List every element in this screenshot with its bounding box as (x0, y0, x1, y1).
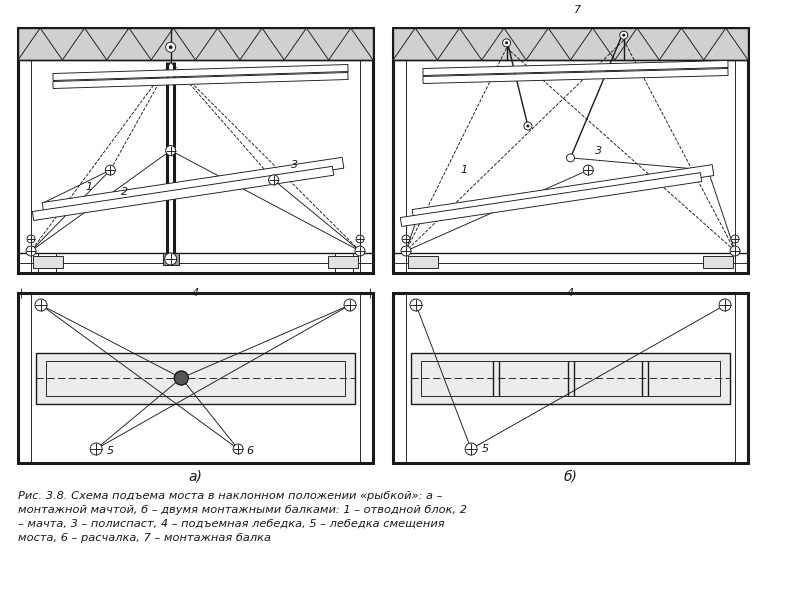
Circle shape (583, 165, 594, 175)
Text: 6: 6 (246, 446, 254, 456)
Circle shape (169, 46, 173, 49)
Circle shape (566, 154, 574, 162)
Circle shape (620, 31, 628, 39)
Circle shape (26, 246, 36, 256)
Text: 4: 4 (192, 288, 199, 298)
Circle shape (166, 42, 176, 52)
Polygon shape (423, 68, 728, 83)
Bar (393, 28, 748, 273)
Circle shape (355, 246, 365, 256)
Bar (411, 352, 730, 403)
Polygon shape (400, 173, 702, 226)
Bar (33, 256, 63, 268)
Text: моста, 6 – расчалка, 7 – монтажная балка: моста, 6 – расчалка, 7 – монтажная балка (18, 533, 271, 543)
Circle shape (526, 124, 530, 128)
Circle shape (165, 253, 177, 265)
Circle shape (233, 444, 243, 454)
Circle shape (502, 39, 510, 47)
Polygon shape (53, 65, 348, 80)
Polygon shape (42, 157, 344, 214)
Bar (18, 293, 373, 463)
Bar (18, 28, 373, 60)
Bar (36, 352, 355, 403)
Text: 7: 7 (574, 5, 581, 15)
Circle shape (410, 299, 422, 311)
Bar (393, 293, 748, 463)
Polygon shape (53, 73, 348, 88)
Bar (408, 256, 438, 268)
Circle shape (344, 299, 356, 311)
Circle shape (731, 235, 739, 243)
Bar (421, 361, 720, 395)
Text: 4: 4 (567, 288, 574, 298)
Polygon shape (423, 61, 728, 76)
Text: 3: 3 (291, 160, 298, 170)
Polygon shape (32, 166, 334, 220)
Circle shape (730, 246, 740, 256)
Circle shape (524, 122, 532, 130)
Text: 2: 2 (121, 187, 128, 197)
Bar (162, 253, 178, 265)
Text: – мачта, 3 – полиспаст, 4 – подъемная лебедка, 5 – лебедка смещения: – мачта, 3 – полиспаст, 4 – подъемная ле… (18, 519, 445, 529)
Circle shape (402, 235, 410, 243)
Text: монтажной мачтой, б – двумя монтажными балками: 1 – отводной блок, 2: монтажной мачтой, б – двумя монтажными б… (18, 505, 467, 515)
Circle shape (166, 145, 176, 155)
Text: 5: 5 (106, 446, 114, 456)
Text: 3: 3 (595, 145, 602, 155)
Circle shape (356, 235, 364, 243)
Circle shape (174, 371, 188, 385)
Circle shape (106, 165, 115, 175)
Text: б): б) (563, 470, 578, 484)
Text: 1: 1 (86, 182, 93, 192)
Bar (46, 361, 345, 395)
Circle shape (90, 443, 102, 455)
Text: Рис. 3.8. Схема подъема моста в наклонном положении «рыбкой»: а –: Рис. 3.8. Схема подъема моста в наклонно… (18, 491, 442, 501)
Circle shape (35, 299, 47, 311)
Circle shape (505, 41, 508, 44)
Text: 5: 5 (482, 444, 489, 454)
Bar (703, 256, 733, 268)
Circle shape (719, 299, 731, 311)
Bar (393, 28, 748, 60)
Circle shape (269, 175, 278, 185)
Bar (328, 256, 358, 268)
Text: 1: 1 (461, 165, 467, 175)
Circle shape (27, 235, 35, 243)
Polygon shape (412, 164, 714, 220)
Bar (18, 28, 373, 273)
Circle shape (465, 443, 477, 455)
Text: а): а) (189, 470, 202, 484)
Circle shape (622, 34, 626, 37)
Circle shape (401, 246, 411, 256)
